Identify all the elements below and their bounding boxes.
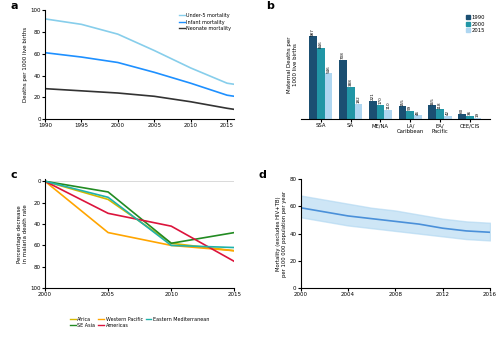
Legend: 1990, 2000, 2015: 1990, 2000, 2015 xyxy=(464,13,487,35)
Y-axis label: Percentage decrease
in malaria death rate: Percentage decrease in malaria death rat… xyxy=(17,204,28,263)
Line: Americas: Americas xyxy=(45,181,234,261)
Bar xyxy=(384,110,392,119)
Text: 388: 388 xyxy=(348,78,352,86)
Y-axis label: Mortality (excludes HIV+TB)
per 100 000 population per year: Mortality (excludes HIV+TB) per 100 000 … xyxy=(276,191,286,277)
Bar xyxy=(354,104,362,119)
Text: 165: 165 xyxy=(430,97,434,105)
Bar xyxy=(369,101,376,119)
SE Asia xyxy=(232,231,237,235)
Western Pacific xyxy=(105,231,111,235)
Text: 36: 36 xyxy=(468,110,472,116)
SE Asia xyxy=(42,179,48,183)
Americas xyxy=(42,179,48,183)
Bar xyxy=(414,115,422,119)
Text: 118: 118 xyxy=(438,101,442,108)
Text: 19: 19 xyxy=(476,112,480,117)
Bar xyxy=(317,48,324,119)
Africa xyxy=(105,197,111,201)
Eastern Mediterranean xyxy=(232,245,237,250)
Western Pacific xyxy=(168,243,174,247)
Americas xyxy=(105,211,111,215)
Americas xyxy=(232,259,237,263)
Line: SE Asia: SE Asia xyxy=(45,181,234,243)
Line: Eastern Mediterranean: Eastern Mediterranean xyxy=(45,181,234,247)
Bar xyxy=(347,87,354,119)
Text: 708: 708 xyxy=(341,51,345,59)
Bar xyxy=(466,116,473,119)
Line: Western Pacific: Western Pacific xyxy=(45,181,234,251)
Americas xyxy=(168,224,174,228)
Eastern Mediterranean xyxy=(42,179,48,183)
Bar xyxy=(436,109,444,119)
Text: 987: 987 xyxy=(311,28,315,36)
Text: 110: 110 xyxy=(386,102,390,109)
Text: 155: 155 xyxy=(400,98,404,105)
Bar xyxy=(428,105,436,119)
Text: c: c xyxy=(11,171,18,180)
Text: d: d xyxy=(259,171,267,180)
Text: 99: 99 xyxy=(408,105,412,110)
Bar xyxy=(309,36,317,119)
Text: 846: 846 xyxy=(319,40,323,47)
Eastern Mediterranean xyxy=(168,243,174,247)
Bar xyxy=(339,60,347,119)
SE Asia xyxy=(168,241,174,245)
Western Pacific xyxy=(232,249,237,253)
Bar xyxy=(398,106,406,119)
Eastern Mediterranean xyxy=(105,195,111,199)
Text: a: a xyxy=(11,1,18,12)
Africa xyxy=(168,241,174,245)
Text: 182: 182 xyxy=(356,96,360,103)
Africa xyxy=(232,249,237,253)
Text: 221: 221 xyxy=(370,92,374,100)
Africa xyxy=(42,179,48,183)
Y-axis label: Deaths per 1000 live births: Deaths per 1000 live births xyxy=(22,27,28,102)
Bar xyxy=(324,74,332,119)
Text: 546: 546 xyxy=(326,65,330,73)
Bar xyxy=(474,118,482,119)
Legend: Africa, SE Asia, Western Pacific, Americas, Eastern Mediterranean: Africa, SE Asia, Western Pacific, Americ… xyxy=(68,315,211,330)
Line: Africa: Africa xyxy=(45,181,234,251)
Text: b: b xyxy=(266,1,274,12)
Bar xyxy=(458,114,466,119)
Bar xyxy=(376,105,384,119)
Y-axis label: Maternal Deaths per
1000 live births: Maternal Deaths per 1000 live births xyxy=(287,36,298,93)
Legend: Under-5 mortality, Infant mortality, Neonate mortality: Under-5 mortality, Infant mortality, Neo… xyxy=(178,13,232,32)
Bar xyxy=(406,111,414,119)
Text: 46: 46 xyxy=(416,109,420,115)
Text: 170: 170 xyxy=(378,97,382,104)
Text: 60: 60 xyxy=(460,108,464,114)
Text: 42: 42 xyxy=(446,110,450,115)
Bar xyxy=(444,116,452,119)
Western Pacific xyxy=(42,179,48,183)
SE Asia xyxy=(105,190,111,194)
